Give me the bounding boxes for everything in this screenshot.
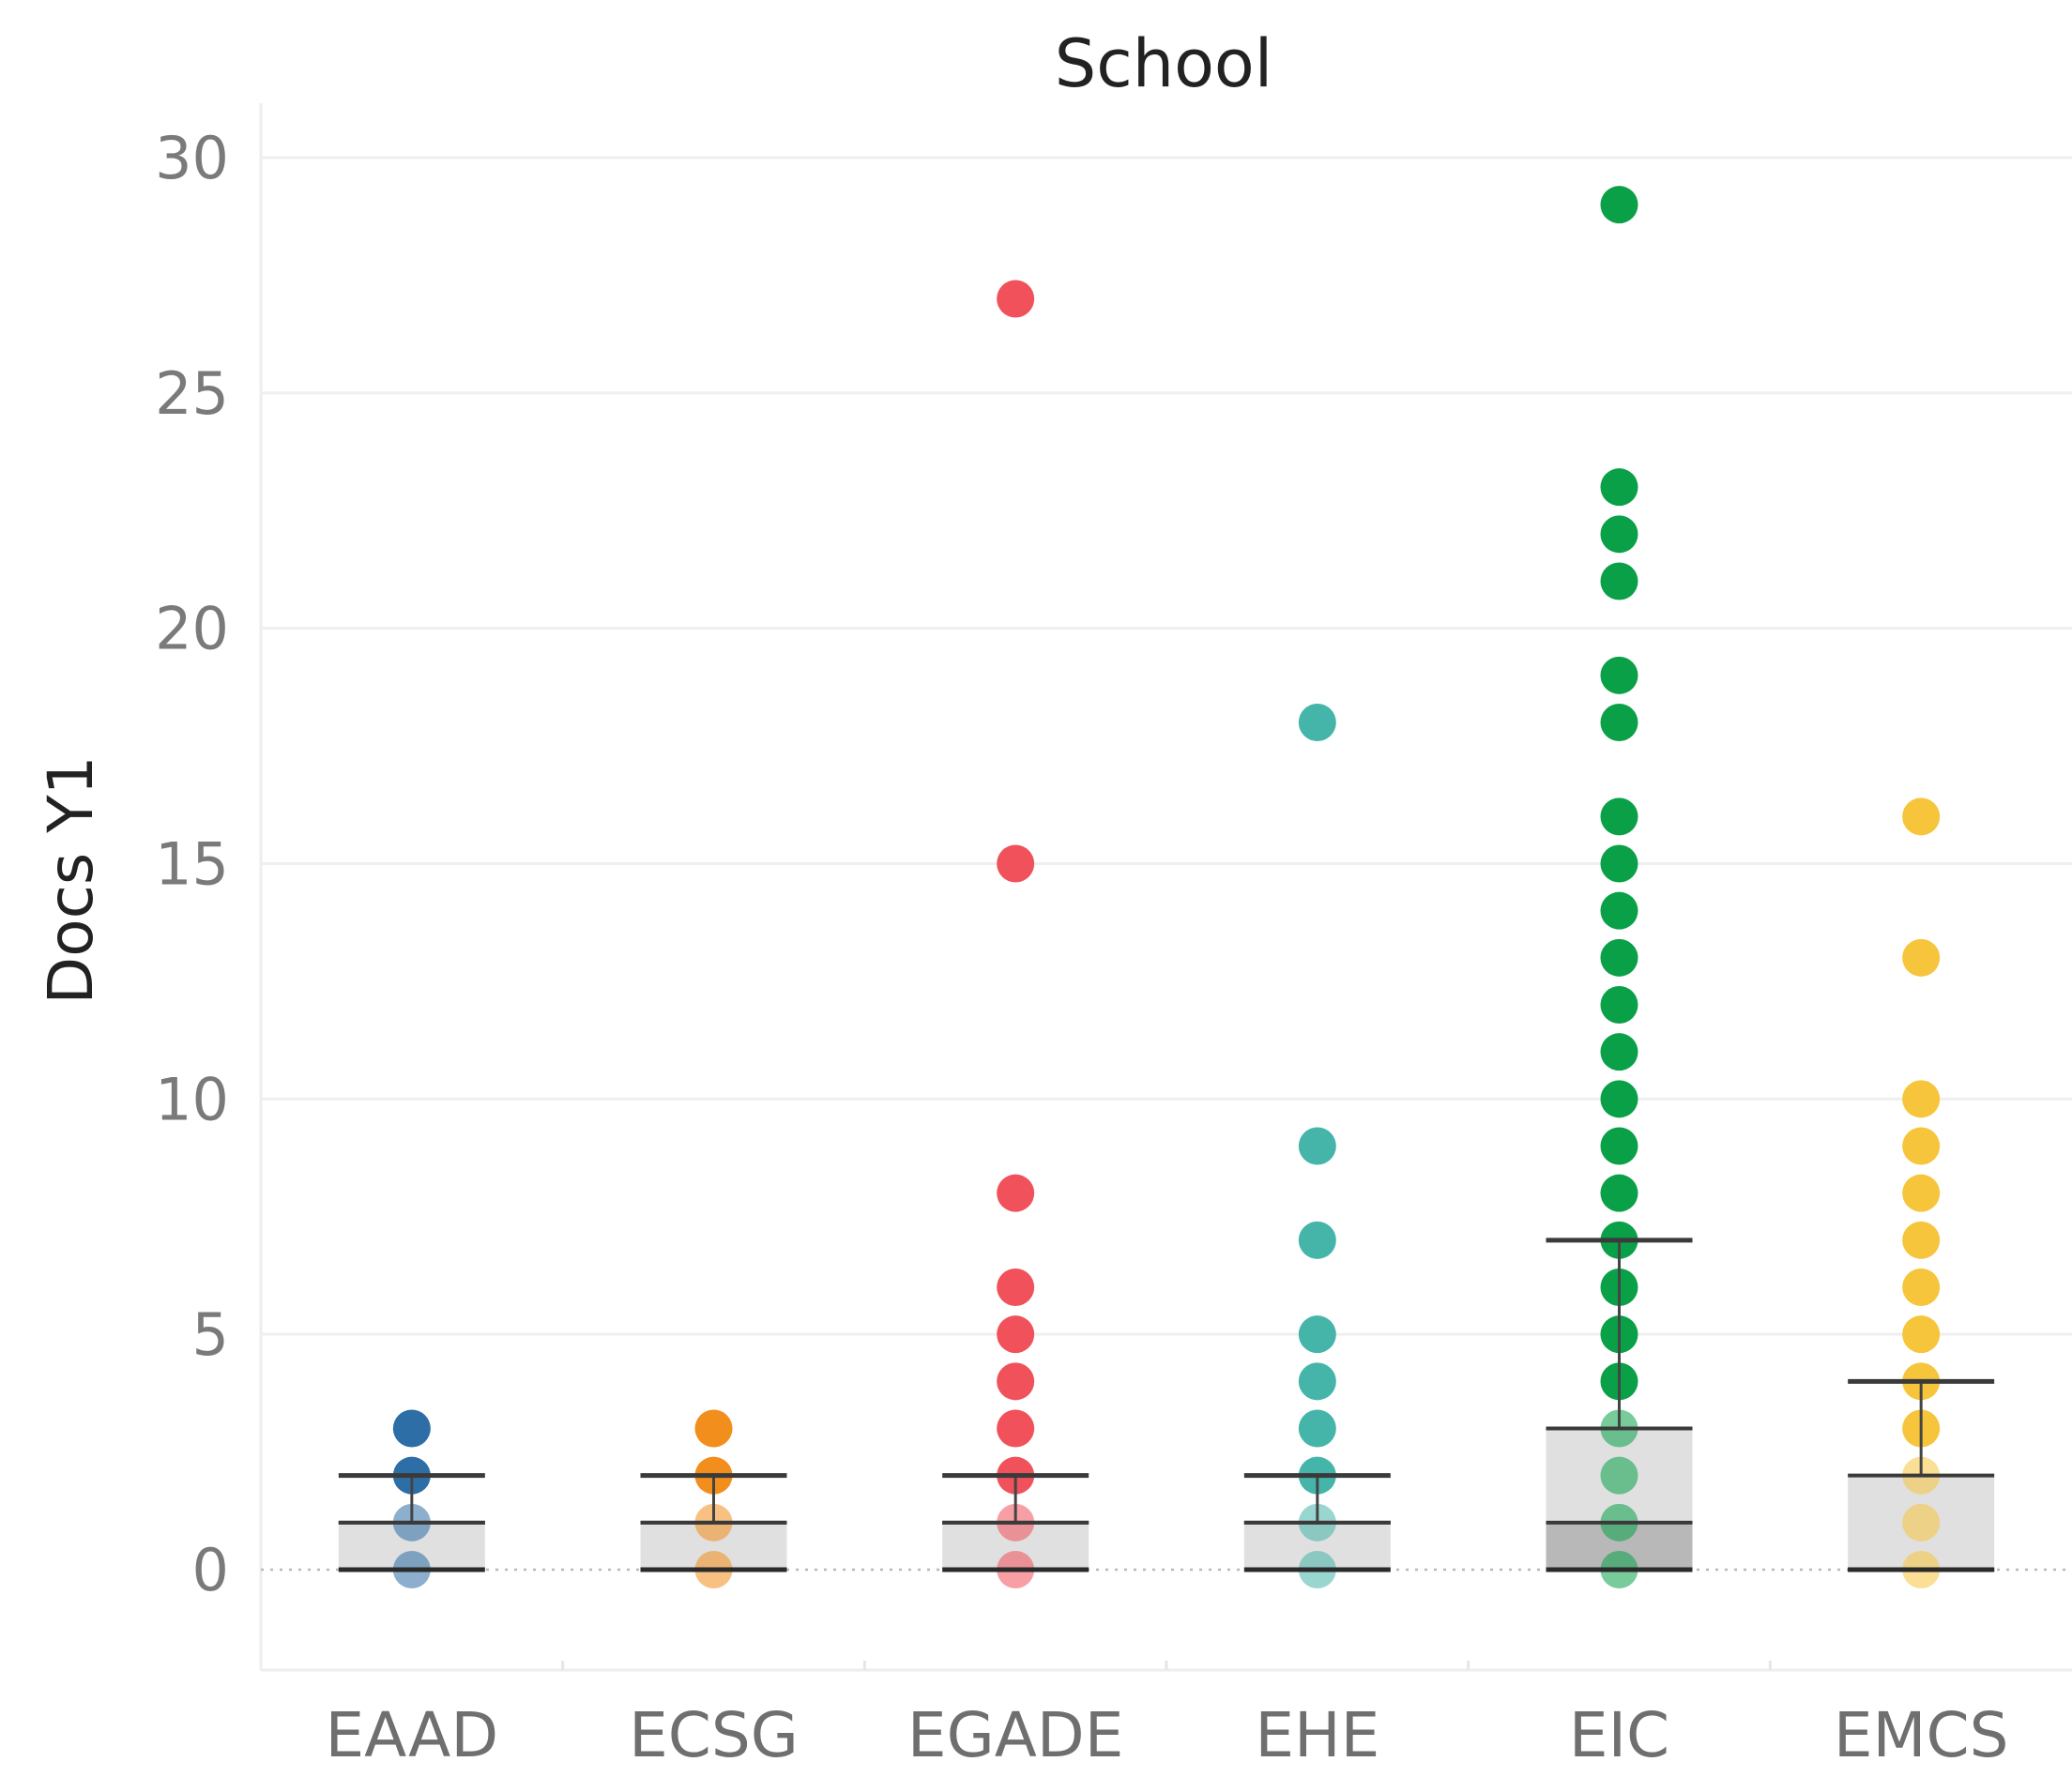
data-point-EIC xyxy=(1600,1127,1638,1165)
chart-title: School xyxy=(1055,25,1272,102)
data-point-EMCS xyxy=(1902,1174,1941,1212)
data-point-EMCS xyxy=(1902,1080,1941,1118)
data-point-EHE xyxy=(1298,1362,1336,1401)
x-category-label-EMCS: EMCS xyxy=(1834,1699,2009,1771)
y-tick-label-30: 30 xyxy=(155,124,229,192)
data-point-EGADE xyxy=(997,1268,1035,1306)
y-axis-label: Docs Y1 xyxy=(35,755,107,1004)
x-axis-category-labels: EAAD ECSG EGADE EHE EIC EMCS xyxy=(325,1699,2008,1771)
data-point-EIC xyxy=(1600,891,1638,930)
data-point-EHE xyxy=(1298,1221,1336,1259)
data-point-EMCS xyxy=(1902,1503,1941,1542)
x-category-label-EAAD: EAAD xyxy=(325,1699,498,1771)
data-point-EHE xyxy=(1298,704,1336,741)
data-point-EGADE xyxy=(997,1315,1035,1354)
point-layer xyxy=(392,186,1941,1588)
data-point-EIC xyxy=(1600,986,1638,1024)
data-point-EHE xyxy=(1298,1409,1336,1448)
y-tick-label-25: 25 xyxy=(155,359,229,428)
y-axis-ticks: 0 5 10 15 20 25 30 xyxy=(155,124,229,1604)
data-point-EMCS xyxy=(1902,797,1941,836)
data-point-ECSG xyxy=(694,1409,733,1448)
data-point-EGADE xyxy=(997,844,1035,883)
y-tick-label-5: 5 xyxy=(192,1300,229,1369)
data-point-EIC xyxy=(1600,938,1638,977)
data-point-EAAD xyxy=(392,1409,431,1448)
gridlines xyxy=(259,103,2072,1672)
data-point-EIC xyxy=(1600,515,1638,554)
data-point-EIC xyxy=(1600,797,1638,836)
data-point-EHE xyxy=(1298,1315,1336,1354)
data-point-EIC xyxy=(1600,562,1638,600)
x-category-label-EHE: EHE xyxy=(1255,1699,1379,1771)
data-point-EMCS xyxy=(1902,1315,1941,1354)
data-point-EIC xyxy=(1600,1174,1638,1212)
data-point-EMCS xyxy=(1902,1127,1941,1165)
data-point-EIC xyxy=(1600,1033,1638,1071)
y-tick-label-15: 15 xyxy=(155,830,229,899)
data-point-EHE xyxy=(1298,1127,1336,1165)
data-point-EGADE xyxy=(997,1409,1035,1448)
data-point-EGADE xyxy=(997,1174,1035,1212)
data-point-EIC xyxy=(1600,468,1638,507)
data-point-EGADE xyxy=(997,280,1035,318)
x-category-label-ECSG: ECSG xyxy=(629,1699,799,1771)
box-layer xyxy=(338,1428,1995,1570)
x-category-label-EGADE: EGADE xyxy=(907,1699,1124,1771)
statistic-lines xyxy=(338,1238,1995,1572)
y-tick-label-0: 0 xyxy=(192,1536,229,1604)
data-point-EGADE xyxy=(997,1362,1035,1401)
data-point-EIC xyxy=(1600,656,1638,694)
data-point-EMCS xyxy=(1902,1268,1941,1306)
y-tick-label-20: 20 xyxy=(155,595,229,663)
data-point-EMCS xyxy=(1902,938,1941,977)
x-category-label-EIC: EIC xyxy=(1569,1699,1669,1771)
data-point-EIC xyxy=(1600,844,1638,883)
data-point-EMCS xyxy=(1902,1221,1941,1259)
data-point-EIC xyxy=(1600,1456,1638,1495)
data-point-EIC xyxy=(1600,704,1638,741)
data-point-EIC xyxy=(1600,186,1638,224)
data-point-EIC xyxy=(1600,1080,1638,1118)
y-tick-label-10: 10 xyxy=(155,1065,229,1133)
